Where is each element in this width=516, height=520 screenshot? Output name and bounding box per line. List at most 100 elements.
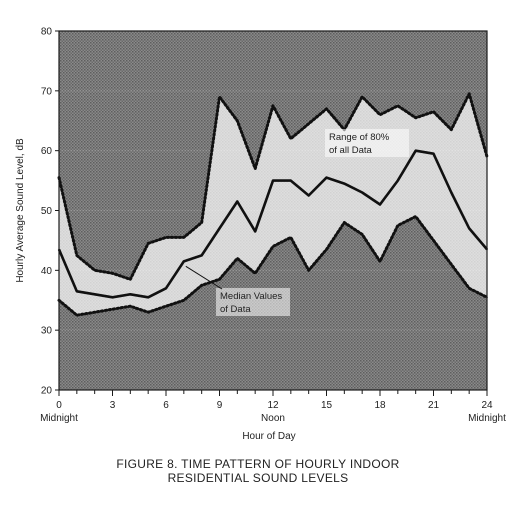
data-point-median: [379, 203, 381, 206]
x-tick-sublabel: Midnight: [40, 413, 78, 424]
data-point-median: [111, 296, 114, 299]
data-point-lower: [165, 305, 167, 308]
data-point-upper: [414, 116, 417, 119]
data-point-lower: [129, 305, 132, 308]
data-point-lower: [379, 260, 381, 263]
annotation-range-label: of all Data: [329, 145, 372, 156]
data-point-median: [165, 287, 167, 290]
data-point-median: [361, 191, 363, 194]
annotation-range-box: [325, 129, 409, 157]
x-tick-label: 9: [217, 400, 223, 411]
x-tick-sublabel: Noon: [261, 413, 285, 424]
data-point-lower: [254, 272, 256, 275]
y-tick-label: 40: [41, 266, 53, 277]
x-tick-label: 12: [267, 400, 279, 411]
data-point-lower: [468, 287, 470, 290]
data-point-median: [236, 200, 239, 203]
data-point-upper: [432, 110, 435, 113]
data-point-lower: [325, 248, 328, 251]
data-point-upper: [325, 107, 328, 110]
data-point-median: [93, 293, 96, 296]
x-tick-label: 24: [481, 400, 493, 411]
data-point-median: [76, 290, 78, 293]
data-point-upper: [183, 236, 185, 239]
x-axis-title: Hour of Day: [242, 431, 295, 442]
figure-caption-title: FIGURE 8. TIME PATTERN OF HOURLY INDOOR: [116, 457, 400, 471]
data-point-median: [397, 179, 399, 182]
data-point-upper: [290, 137, 292, 140]
data-point-median: [290, 179, 292, 182]
annotation-range-label: Range of 80%: [329, 132, 390, 143]
data-point-median: [254, 230, 256, 233]
data-point-lower: [183, 299, 185, 302]
x-tick-label: 15: [321, 400, 333, 411]
y-tick-label: 80: [41, 27, 53, 38]
annotation-median-label: of Data: [220, 304, 251, 315]
data-point-lower: [343, 221, 346, 224]
data-point-upper: [361, 96, 363, 98]
data-point-median: [183, 260, 185, 263]
data-point-median: [129, 293, 132, 296]
data-point-lower: [361, 233, 363, 236]
data-point-median: [272, 179, 274, 182]
data-point-lower: [450, 263, 453, 266]
data-point-lower: [290, 236, 292, 239]
x-tick-label: 3: [110, 400, 116, 411]
data-point-median: [218, 227, 221, 230]
y-tick-label: 30: [41, 326, 53, 337]
annotation-median-label: Median Values: [220, 291, 282, 302]
data-point-upper: [218, 96, 221, 98]
data-point-upper: [76, 254, 78, 257]
x-tick-label: 6: [163, 400, 169, 411]
data-point-median: [450, 191, 453, 194]
data-point-upper: [147, 242, 149, 245]
data-point-upper: [165, 236, 167, 239]
line-chart: 20 30 40 50 60 70 80 0 3 6 9 12 15 18 21 24 Midnight Noon…: [15, 27, 506, 443]
data-point-median: [325, 176, 328, 179]
data-point-lower: [397, 224, 399, 227]
data-point-lower: [218, 278, 221, 281]
data-point-median: [468, 227, 470, 230]
data-point-lower: [147, 311, 149, 314]
data-point-upper: [272, 104, 274, 107]
data-point-median: [432, 152, 435, 155]
data-point-upper: [236, 119, 239, 122]
data-point-lower: [200, 284, 203, 287]
data-point-lower: [432, 239, 435, 242]
data-point-lower: [272, 245, 274, 248]
data-point-lower: [414, 215, 417, 218]
y-axis-title: Hourly Average Sound Level, dB: [15, 138, 26, 283]
data-point-median: [200, 254, 203, 257]
annotation-median-leader: [185, 265, 223, 290]
data-point-upper: [468, 93, 470, 95]
data-point-lower: [307, 269, 310, 272]
x-tick-label: 21: [428, 400, 440, 411]
data-point-median: [414, 149, 417, 152]
annotation-median-box: [216, 288, 290, 316]
data-point-lower: [76, 314, 78, 317]
data-point-median: [307, 194, 310, 197]
data-point-median: [343, 182, 346, 185]
x-tick-sublabel: Midnight: [468, 413, 506, 424]
data-point-upper: [254, 167, 256, 170]
data-point-upper: [129, 278, 132, 281]
x-tick-label: 18: [374, 400, 386, 411]
y-tick-label: 50: [41, 206, 53, 217]
data-point-upper: [379, 113, 381, 116]
data-point-upper: [200, 221, 203, 224]
data-point-upper: [93, 269, 96, 272]
data-point-upper: [307, 122, 310, 125]
figure-caption-subtitle: RESIDENTIAL SOUND LEVELS: [167, 471, 349, 485]
y-tick-label: 70: [41, 86, 53, 97]
data-point-lower: [111, 308, 114, 311]
y-tick-label: 60: [41, 146, 53, 157]
data-point-lower: [93, 311, 96, 314]
data-point-upper: [397, 104, 399, 107]
data-point-median: [147, 296, 149, 299]
data-point-upper: [450, 128, 453, 131]
y-tick-label: 20: [41, 386, 53, 397]
x-tick-label: 0: [56, 400, 62, 411]
data-point-lower: [236, 257, 239, 260]
data-point-upper: [111, 272, 114, 275]
